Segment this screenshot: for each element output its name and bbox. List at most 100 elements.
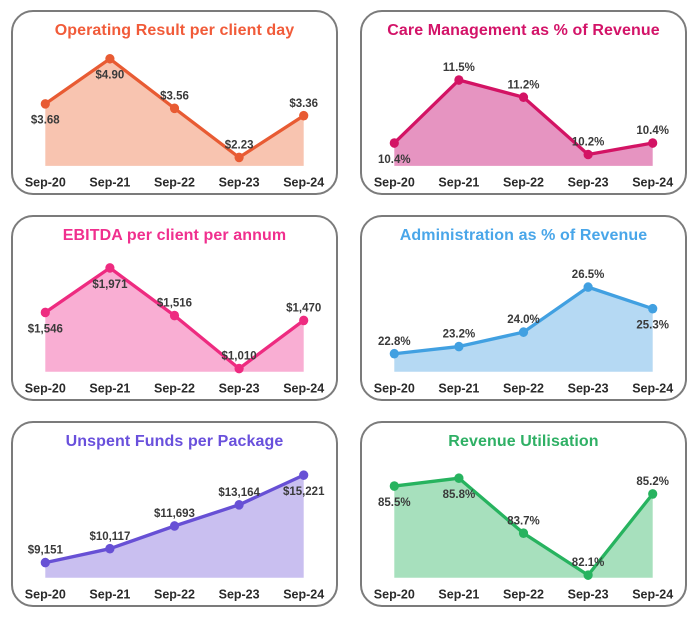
x-tick-label: Sep-22 (154, 175, 195, 190)
area-chart-ebitda: $1,546 Sep-20 $1,971 Sep-21 $1,516 Sep-22 $1,0… (25, 263, 325, 396)
x-tick-label: Sep-21 (438, 175, 479, 190)
data-point-marker (299, 110, 309, 121)
data-point-marker (389, 481, 399, 491)
chart-card-operating-result: Operating Result per client day $3.68 Sep… (11, 10, 338, 195)
data-point-marker (234, 152, 244, 163)
chart-card-unspent-funds: Unspent Funds per Package $9,151 Sep-20 $1… (11, 421, 338, 607)
data-point-marker (583, 570, 593, 580)
data-point-label: 83.7% (507, 514, 540, 527)
data-point-marker (583, 149, 593, 160)
data-point-label: $3.56 (160, 89, 189, 102)
data-point-marker (105, 54, 115, 64)
data-point-label: 11.2% (508, 78, 540, 91)
x-tick-label: Sep-23 (219, 380, 260, 395)
area-chart-care-management: 10.4% Sep-20 11.5% Sep-21 11.2% Sep-22 10.2% Se… (374, 61, 674, 190)
data-point-label: $3.68 (31, 113, 60, 126)
area-chart-revenue-utilisation: 85.5% Sep-20 85.8% Sep-21 83.7% Sep-22 82.1% Se… (374, 473, 674, 602)
chart-card-ebitda: EBITDA per client per annum $1,546 Sep-20… (11, 215, 338, 401)
data-point-marker (648, 303, 658, 314)
data-point-label: 25.3% (636, 318, 669, 331)
data-point-marker (299, 315, 309, 326)
x-tick-label: Sep-21 (89, 175, 130, 190)
data-point-marker (389, 138, 399, 148)
data-point-marker (389, 348, 399, 359)
chart-card-revenue-utilisation: Revenue Utilisation 85.5% Sep-20 85.8% Sep-… (360, 421, 687, 607)
data-point-marker (169, 103, 180, 114)
data-point-label: $13,164 (218, 486, 260, 499)
data-point-marker (234, 499, 244, 510)
data-point-label: $9,151 (28, 543, 64, 556)
data-point-label: 26.5% (572, 268, 605, 281)
data-point-label: $1,546 (28, 322, 64, 335)
data-point-label: $10,117 (89, 530, 130, 543)
x-tick-label: Sep-24 (632, 380, 674, 395)
x-tick-label: Sep-20 (374, 380, 415, 395)
data-point-marker (40, 307, 50, 318)
x-tick-label: Sep-23 (568, 586, 609, 601)
data-point-label: 22.8% (378, 335, 411, 348)
data-point-marker (454, 75, 464, 85)
data-point-label: $3.36 (289, 97, 318, 110)
x-tick-label: Sep-22 (503, 175, 544, 190)
chart-card-care-management: Care Management as % of Revenue 10.4% Sep… (360, 10, 687, 195)
chart-cell-care-management: Care Management as % of Revenue 10.4% Sep… (349, 0, 698, 205)
x-tick-label: Sep-20 (374, 586, 415, 601)
data-point-marker (40, 557, 50, 568)
data-point-label: $11,693 (154, 507, 195, 520)
data-point-label: 10.2% (572, 135, 605, 148)
data-point-label: 23.2% (443, 327, 476, 340)
area-chart-administration: 22.8% Sep-20 23.2% Sep-21 24.0% Sep-22 26.5% Se… (374, 268, 674, 396)
chart-cell-operating-result: Operating Result per client day $3.68 Sep… (0, 0, 349, 205)
x-tick-label: Sep-24 (632, 175, 674, 190)
data-point-marker (648, 138, 658, 148)
x-tick-label: Sep-24 (283, 586, 325, 601)
data-point-marker (105, 263, 115, 273)
data-point-label: 85.2% (636, 475, 669, 488)
x-tick-label: Sep-20 (374, 175, 415, 190)
x-tick-label: Sep-23 (568, 380, 609, 395)
data-point-label: $15,221 (283, 485, 325, 498)
chart-title: Operating Result per client day (54, 22, 295, 39)
data-point-marker (518, 92, 529, 103)
data-point-marker (234, 363, 244, 374)
x-tick-label: Sep-23 (568, 175, 609, 190)
data-point-label: 24.0% (507, 313, 540, 326)
chart-title: EBITDA per client per annum (62, 227, 287, 244)
x-tick-label: Sep-21 (438, 380, 479, 395)
x-tick-label: Sep-22 (503, 380, 544, 395)
data-point-label: $1,516 (157, 296, 193, 309)
data-point-marker (454, 341, 464, 352)
chart-cell-administration: Administration as % of Revenue 22.8% Sep-… (349, 205, 698, 411)
x-tick-label: Sep-24 (632, 586, 674, 601)
area-chart-unspent-funds: $9,151 Sep-20 $10,117 Sep-21 $11,693 Sep-22 $1… (25, 470, 325, 602)
data-point-marker (169, 310, 180, 321)
data-point-marker (518, 327, 529, 337)
data-point-marker (648, 489, 658, 499)
x-tick-label: Sep-21 (438, 586, 479, 601)
data-point-marker (583, 282, 593, 292)
x-tick-label: Sep-20 (25, 175, 66, 190)
data-point-label: 85.5% (378, 496, 411, 509)
x-tick-label: Sep-22 (154, 586, 195, 601)
x-tick-label: Sep-24 (283, 380, 325, 395)
data-point-label: $1,470 (286, 301, 322, 314)
chart-title: Unspent Funds per Package (65, 433, 284, 450)
x-tick-label: Sep-24 (283, 175, 325, 190)
area-chart-operating-result: $3.68 Sep-20 $4.90 Sep-21 $3.56 Sep-22 $2.23 Se… (25, 54, 325, 190)
data-point-label: $1,971 (92, 278, 128, 291)
data-point-label: 10.4% (378, 153, 411, 166)
data-point-label: 85.8% (443, 488, 476, 501)
x-tick-label: Sep-23 (219, 175, 260, 190)
chart-card-administration: Administration as % of Revenue 22.8% Sep-… (360, 215, 687, 401)
data-point-label: 11.5% (443, 61, 475, 74)
chart-cell-ebitda: EBITDA per client per annum $1,546 Sep-20… (0, 205, 349, 411)
x-tick-label: Sep-21 (89, 380, 130, 395)
chart-title: Care Management as % of Revenue (387, 22, 660, 39)
data-point-marker (40, 99, 50, 109)
x-tick-label: Sep-20 (25, 586, 66, 601)
data-point-label: $1,010 (222, 349, 258, 362)
data-point-marker (299, 470, 309, 480)
x-tick-label: Sep-22 (503, 586, 544, 601)
data-point-label: 10.4% (636, 124, 669, 137)
